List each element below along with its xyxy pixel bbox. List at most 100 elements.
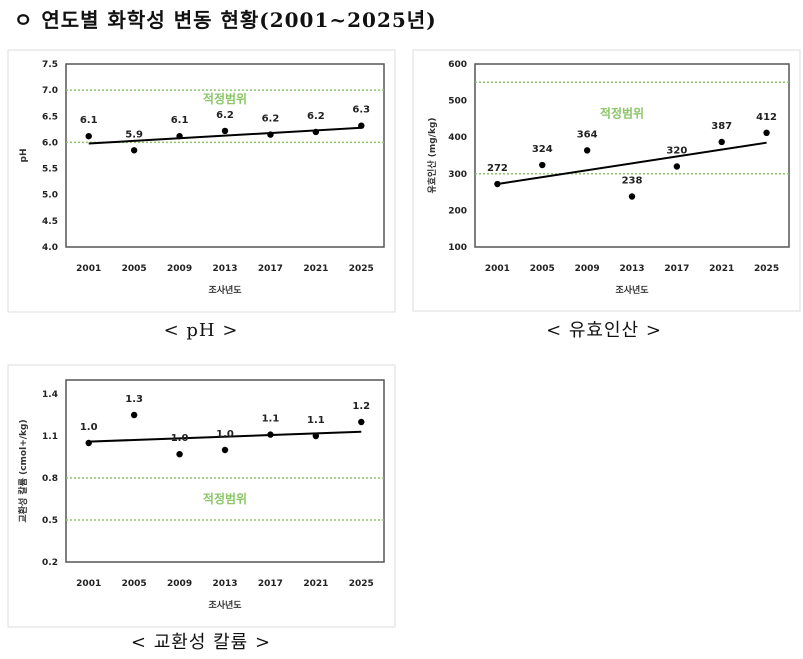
optimal-range-label: 적정범위 [203, 91, 247, 106]
y-tick-label: 600 [448, 60, 467, 70]
data-label: 412 [756, 112, 777, 123]
trend-line [497, 141, 767, 186]
x-axis-label: 조사년도 [208, 284, 242, 296]
data-label: 238 [622, 175, 643, 186]
y-tick-label: 1.1 [42, 432, 58, 442]
x-axis-label: 조사년도 [615, 284, 649, 296]
data-label: 6.2 [262, 114, 280, 125]
data-point [628, 193, 636, 200]
optimal-range-label: 적정범위 [203, 491, 247, 506]
x-tick-label: 2005 [122, 264, 147, 274]
data-point [312, 432, 320, 440]
data-point [494, 180, 501, 188]
x-tick-label: 2025 [349, 579, 374, 589]
data-label: 320 [666, 145, 687, 156]
x-tick-label: 2009 [167, 579, 192, 589]
data-point [267, 131, 274, 138]
data-point [583, 147, 591, 154]
y-tick-label: 0.2 [42, 558, 58, 568]
chart-frame [7, 49, 396, 313]
plot-area [474, 63, 790, 248]
y-tick-label: 100 [448, 243, 467, 253]
data-point [221, 446, 229, 454]
chart-2: 100 200 300 400 500 600 2001 2005 2009 2013 2017 20… [412, 49, 801, 341]
data-label: 387 [711, 121, 732, 132]
data-label: 6.1 [171, 115, 189, 126]
data-label: 1.1 [307, 415, 325, 426]
y-tick-label: 300 [448, 170, 467, 180]
y-tick-label: 5.5 [42, 165, 58, 175]
x-tick-label: 2005 [122, 579, 147, 589]
data-point [85, 132, 92, 140]
plot-area [65, 379, 385, 563]
x-tick-label: 2001 [485, 264, 510, 274]
data-point [130, 411, 138, 419]
data-point [763, 129, 770, 137]
data-point [358, 122, 365, 129]
chart-frame [7, 364, 396, 628]
y-tick-label: 0.8 [42, 474, 58, 484]
data-point [130, 147, 138, 154]
y-tick-label: 1.4 [42, 390, 58, 400]
data-label: 1.0 [171, 433, 189, 444]
chart-caption: < pH > [164, 320, 239, 341]
x-tick-label: 2017 [258, 579, 283, 589]
data-label: 6.1 [80, 115, 98, 126]
x-tick-label: 2017 [258, 264, 283, 274]
plot-area [65, 63, 385, 248]
x-tick-label: 2013 [212, 264, 237, 274]
data-label: 1.3 [125, 394, 143, 405]
y-tick-label: 4.0 [42, 243, 58, 253]
data-label: 1.1 [262, 414, 280, 425]
x-tick-label: 2009 [575, 264, 600, 274]
x-axis-label: 조사년도 [208, 599, 242, 611]
y-axis-label: pH [19, 149, 29, 163]
data-label: 6.2 [216, 110, 234, 121]
x-tick-label: 2013 [619, 264, 644, 274]
data-label: 1.0 [216, 429, 234, 440]
chart-caption: < 유효인산 > [546, 320, 662, 341]
x-tick-label: 2017 [664, 264, 689, 274]
x-tick-label: 2001 [76, 264, 101, 274]
data-label: 5.9 [125, 129, 143, 140]
data-point [176, 132, 183, 140]
y-tick-label: 7.0 [42, 86, 58, 96]
data-point [718, 138, 725, 146]
data-point [673, 163, 681, 170]
data-label: 272 [487, 163, 508, 174]
x-tick-label: 2021 [709, 264, 734, 274]
data-point [312, 128, 320, 136]
data-label: 324 [532, 144, 553, 155]
y-tick-label: 500 [448, 97, 467, 107]
y-axis-label: 교환성 칼륨 (cmol+/kg) [17, 419, 29, 522]
data-label: 1.2 [352, 401, 370, 412]
data-point [539, 161, 546, 169]
data-label: 6.3 [352, 105, 370, 116]
y-tick-label: 5.0 [42, 191, 58, 201]
chart-caption: < 교환성 칼륨 > [131, 632, 271, 653]
data-point [85, 439, 92, 447]
data-label: 6.2 [307, 111, 325, 122]
x-tick-label: 2005 [530, 264, 555, 274]
y-tick-label: 6.0 [42, 138, 58, 148]
y-tick-label: 4.5 [42, 217, 58, 227]
optimal-range-label: 적정범위 [600, 106, 644, 121]
x-tick-label: 2025 [349, 264, 374, 274]
y-tick-label: 6.5 [42, 112, 58, 122]
x-tick-label: 2021 [303, 264, 328, 274]
data-point [267, 431, 274, 438]
page-title: ㅇ 연도별 화학성 변동 현황(2001~2025년) [14, 8, 437, 32]
data-label: 1.0 [80, 422, 98, 433]
x-tick-label: 2001 [76, 579, 101, 589]
chart-frame [412, 49, 801, 312]
x-tick-label: 2025 [754, 264, 779, 274]
data-point [221, 127, 229, 135]
data-label: 364 [577, 129, 598, 140]
y-tick-label: 7.5 [42, 60, 58, 70]
y-tick-label: 400 [448, 133, 467, 143]
data-point [176, 451, 183, 458]
chart-3: 0.2 0.5 0.8 1.1 1.4 2001 2005 2009 2013 2017 2021 2… [7, 364, 396, 653]
x-tick-label: 2013 [212, 579, 237, 589]
chart-1: 4.0 4.5 5.0 5.5 6.0 6.5 7.0 7.5 2001 2005 2009 2013… [7, 49, 396, 341]
